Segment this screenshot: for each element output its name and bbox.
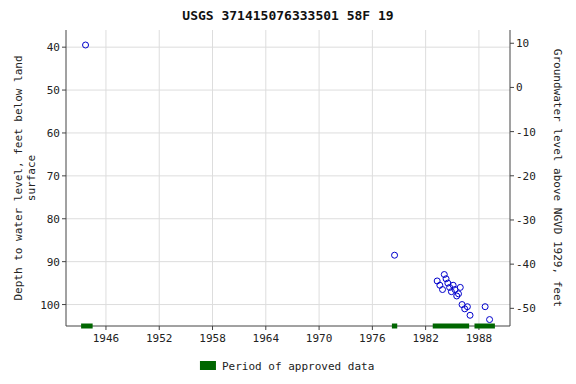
y2-tick bbox=[510, 131, 514, 132]
axes: 1946 1952 1958 1964 1970 1976 1982 1988 40 50 60 70… bbox=[40, 30, 536, 345]
y2-tick bbox=[510, 219, 514, 220]
data-point bbox=[487, 317, 493, 323]
legend-swatch bbox=[200, 361, 216, 370]
x-tick bbox=[425, 326, 426, 330]
y2-tick-label: -10 bbox=[516, 126, 536, 139]
x-tick-label: 1970 bbox=[306, 332, 333, 345]
data-point bbox=[467, 312, 473, 318]
grid-line bbox=[66, 132, 510, 133]
data-point bbox=[440, 287, 446, 293]
x-tick bbox=[265, 326, 266, 330]
y-tick-label: 100 bbox=[40, 299, 60, 312]
grid-line bbox=[265, 30, 266, 326]
data-point bbox=[392, 252, 398, 258]
y-tick-label: 70 bbox=[47, 170, 60, 183]
approved-period bbox=[474, 324, 494, 329]
y-tick bbox=[62, 132, 66, 133]
y-axis-label-line: Depth to water level, feet below land bbox=[12, 55, 25, 300]
data-point bbox=[464, 304, 470, 310]
grid-line bbox=[66, 261, 510, 262]
y2-tick bbox=[510, 87, 514, 88]
x-tick-label: 1976 bbox=[359, 332, 386, 345]
legend: Period of approved data bbox=[200, 360, 374, 373]
y2-tick-label: 10 bbox=[516, 37, 529, 50]
grid-line bbox=[372, 30, 373, 326]
grid-line bbox=[159, 30, 160, 326]
data-point bbox=[455, 291, 461, 297]
y2-tick-label: -30 bbox=[516, 214, 536, 227]
data-point bbox=[83, 42, 89, 48]
x-tick bbox=[319, 326, 320, 330]
spans bbox=[81, 326, 495, 327]
x-tick-label: 1964 bbox=[253, 332, 280, 345]
approved-period bbox=[392, 324, 397, 329]
grid-line bbox=[66, 304, 510, 305]
y-tick bbox=[62, 261, 66, 262]
grid bbox=[66, 30, 510, 326]
y-axis-label: Depth to water level, feet below landsur… bbox=[12, 55, 38, 300]
legend-label: Period of approved data bbox=[222, 360, 374, 373]
y-axis-label-line: surface bbox=[25, 155, 38, 201]
x-tick bbox=[105, 326, 106, 330]
grid-line bbox=[212, 30, 213, 326]
y-tick bbox=[62, 304, 66, 305]
y-tick-label: 80 bbox=[47, 213, 60, 226]
grid-line bbox=[66, 218, 510, 219]
y2-tick-label: -50 bbox=[516, 302, 536, 315]
x-tick-label: 1958 bbox=[199, 332, 226, 345]
y-tick-label: 40 bbox=[47, 41, 60, 54]
x-tick-label: 1952 bbox=[146, 332, 173, 345]
y2-tick bbox=[510, 264, 514, 265]
title: USGS 371415076333501 58F 19 bbox=[182, 8, 393, 23]
y2-tick-label: 0 bbox=[516, 81, 523, 94]
x-axis-line bbox=[66, 326, 510, 327]
grid-line bbox=[478, 30, 479, 326]
x-tick bbox=[159, 326, 160, 330]
y2-tick bbox=[510, 308, 514, 309]
data-point bbox=[482, 304, 488, 310]
x-tick-label: 1946 bbox=[93, 332, 120, 345]
y2-tick bbox=[510, 43, 514, 44]
y2-tick-label: -20 bbox=[516, 170, 536, 183]
grid-line bbox=[105, 30, 106, 326]
approved-period bbox=[81, 324, 93, 329]
grid-line bbox=[66, 175, 510, 176]
x-tick bbox=[372, 326, 373, 330]
y-tick bbox=[62, 175, 66, 176]
y-tick-label: 90 bbox=[47, 256, 60, 269]
grid-line bbox=[319, 30, 320, 326]
x-tick-label: 1988 bbox=[466, 332, 493, 345]
y2-axis-label: Groundwater level above NGVD 1929, feet bbox=[551, 49, 564, 307]
grid-line bbox=[425, 30, 426, 326]
grid-line bbox=[66, 90, 510, 91]
y-tick bbox=[62, 47, 66, 48]
chart: 1946 1952 1958 1964 1970 1976 1982 1988 40 50 60 70… bbox=[0, 0, 576, 384]
y-tick bbox=[62, 90, 66, 91]
approved-period bbox=[433, 324, 469, 329]
data-point bbox=[457, 284, 463, 290]
y2-tick-label: -40 bbox=[516, 258, 536, 271]
y-tick-label: 60 bbox=[47, 127, 60, 140]
x-tick bbox=[212, 326, 213, 330]
plot-area bbox=[83, 42, 493, 323]
y-tick bbox=[62, 218, 66, 219]
y-axis-line bbox=[66, 30, 67, 326]
y2-axis-line bbox=[510, 30, 511, 326]
grid-line bbox=[66, 47, 510, 48]
y2-tick bbox=[510, 175, 514, 176]
x-tick-label: 1982 bbox=[412, 332, 439, 345]
y-tick-label: 50 bbox=[47, 84, 60, 97]
